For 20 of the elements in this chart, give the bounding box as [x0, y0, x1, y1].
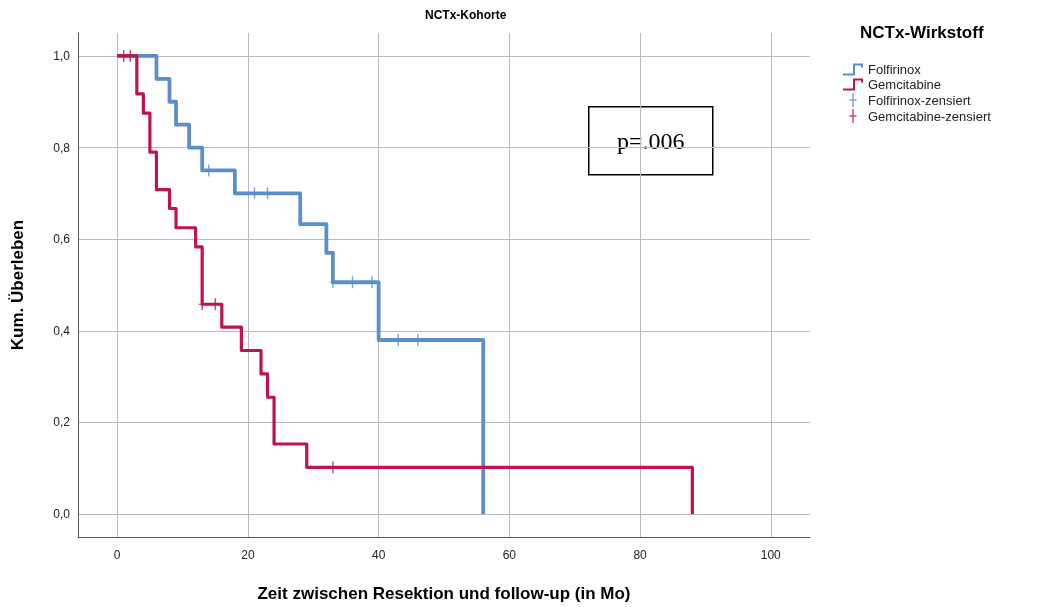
x-tick-label: 80 [633, 548, 648, 562]
x-tick-label: 0 [113, 548, 121, 562]
x-tick-label: 20 [241, 548, 255, 562]
legend-title: NCTx-Wirkstoff [860, 23, 984, 42]
chart-title: NCTx-Kohorte [425, 8, 507, 22]
x-tick-label: 60 [502, 548, 517, 562]
y-tick-label: 0,8 [53, 140, 71, 155]
y-tick-label: 0,2 [53, 415, 71, 430]
y-axis-title: Kum. Überleben [8, 219, 27, 351]
y-tick-label: 0,4 [53, 323, 71, 338]
y-tick-label: 1,0 [53, 48, 71, 63]
legend-label: Folfirinox-zensiert [868, 92, 971, 108]
legend-label: Gemcitabine-zensiert [868, 108, 992, 124]
y-tick-label: 0,0 [53, 507, 71, 522]
x-tick-label: 40 [371, 548, 386, 562]
x-axis-title: Zeit zwischen Resektion und follow-up (in Mo) [257, 584, 631, 603]
legend-label: Folfirinox [868, 62, 922, 77]
y-tick-label: 0,6 [53, 232, 71, 247]
x-tick-label: 100 [760, 548, 782, 562]
legend-label: Gemcitabine [868, 77, 941, 92]
